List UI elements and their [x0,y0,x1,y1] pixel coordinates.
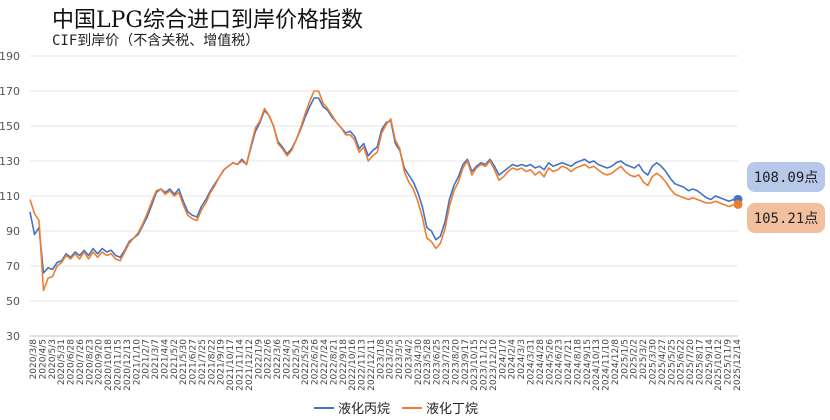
x-tick-label: 2025/11/9 [724,339,734,385]
x-tick-label: 2025/5/25 [667,339,677,385]
x-tick-label: 2025/12/14 [733,339,743,391]
butane-value-badge: 105.21点 [747,203,825,233]
x-tick-label: 2024/3/3 [517,339,527,379]
x-tick-label: 2024/11/10 [602,339,612,391]
x-tick-label: 2024/10/13 [592,339,602,391]
x-tick-label: 2021/9/19 [217,339,227,385]
x-tick-label: 2025/8/17 [695,339,705,385]
x-tick-label: 2020/10/18 [104,339,114,391]
x-tick-label: 2020/9/20 [95,339,105,385]
end-point-butane [733,199,743,209]
x-tick-label: 2025/2/2 [630,339,640,379]
x-tick-label: 2022/5/1 [292,339,302,379]
x-tick-label: 2023/11/12 [480,339,490,391]
chart-subtitle: CIF到岸价（不含关税、增值税） [52,33,260,49]
propane-value-badge: 108.09点 [747,162,825,192]
x-tick-label: 2020/6/28 [67,339,77,385]
x-tick-label: 2024/6/23 [555,339,565,385]
x-tick-label: 2020/12/13 [123,339,133,391]
x-tick-label: 2023/7/23 [442,339,452,385]
x-tick-label: 2023/4/30 [414,339,424,385]
x-tick-label: 2023/6/25 [433,339,443,385]
x-tick-label: 2022/5/29 [301,339,311,385]
legend-swatch-propane [314,406,334,409]
x-tick-label: 2024/2/4 [508,339,518,380]
x-tick-label: 2020/3/8 [29,339,39,380]
x-tick-label: 2023/4/2 [404,339,414,379]
x-tick-label: 2024/1/7 [498,339,508,379]
x-tick-label: 2022/11/13 [358,339,368,391]
legend-swatch-butane [402,406,422,409]
x-tick-label: 2023/3/5 [395,339,405,379]
x-tick-label: 2023/5/28 [423,339,433,385]
y-tick-label: 90 [6,225,20,238]
y-tick-label: 130 [0,155,20,168]
x-tick-label: 2021/11/14 [236,339,246,391]
y-tick-label: 70 [6,260,20,273]
x-tick-label: 2020/8/23 [85,339,95,385]
x-tick-label: 2022/4/3 [282,339,292,379]
x-tick-label: 2021/5/2 [170,339,180,379]
x-tick-label: 2021/12/12 [245,339,255,391]
x-tick-label: 2022/2/6 [264,339,274,380]
x-tick-label: 2021/5/30 [179,339,189,385]
x-tick-label: 2023/1/8 [376,339,386,380]
x-tick-label: 2021/4/4 [160,339,170,380]
x-tick-label: 2022/9/18 [339,339,349,385]
x-tick-label: 2020/7/26 [76,339,86,385]
x-tick-label: 2021/10/17 [226,339,236,391]
series-line-butane [29,90,739,292]
x-tick-label: 2025/4/27 [658,339,668,385]
x-tick-label: 2024/4/28 [536,339,546,385]
series-line-propane [29,97,739,274]
x-tick-label: 2022/8/21 [329,339,339,385]
legend-label-butane: 液化丁烷 [426,402,479,417]
x-tick-label: 2023/8/20 [451,339,461,385]
x-tick-label: 2020/5/3 [48,339,58,379]
y-tick-label: 110 [0,190,20,203]
x-tick-label: 2020/4/5 [38,339,48,379]
x-tick-label: 2024/12/8 [611,339,621,385]
y-tick-label: 30 [6,330,20,343]
x-tick-label: 2025/9/14 [705,339,715,385]
legend-label-propane: 液化丙烷 [338,402,391,417]
x-tick-label: 2022/12/11 [367,339,377,391]
x-tick-label: 2021/7/25 [198,339,208,385]
x-tick-label: 2024/5/26 [545,339,555,385]
chart-title: 中国LPG综合进口到岸价格指数 [52,8,363,33]
x-tick-label: 2024/3/31 [526,339,536,385]
x-tick-label: 2020/11/15 [113,339,123,391]
x-tick-label: 2022/3/6 [273,339,283,380]
x-tick-label: 2021/6/27 [189,339,199,385]
x-tick-label: 2022/10/16 [348,339,358,391]
x-tick-label: 2024/9/15 [583,339,593,385]
x-tick-label: 2025/10/12 [714,339,724,391]
legend-item-propane: 液化丙烷 [314,398,390,417]
x-tick-label: 2023/12/10 [489,339,499,391]
x-tick-label: 2024/8/18 [573,339,583,385]
x-tick-label: 2025/7/20 [686,339,696,385]
x-tick-label: 2023/2/5 [386,339,396,379]
y-tick-label: 170 [0,85,20,98]
y-tick-label: 150 [0,120,20,133]
x-tick-label: 2021/8/22 [207,339,217,385]
x-tick-label: 2022/1/9 [254,339,264,380]
x-tick-label: 2025/6/22 [677,339,687,385]
x-tick-label: 2021/1/10 [132,339,142,385]
x-tick-label: 2025/1/5 [620,339,630,379]
x-tick-label: 2020/5/31 [57,339,67,385]
y-tick-label: 50 [6,295,20,308]
x-tick-label: 2025/3/2 [639,339,649,379]
x-tick-label: 2023/10/15 [470,339,480,391]
x-tick-label: 2025/3/30 [649,339,659,385]
x-tick-label: 2022/7/24 [320,339,330,385]
legend-item-butane: 液化丁烷 [402,398,478,417]
x-tick-label: 2021/2/7 [142,339,152,379]
x-tick-label: 2024/7/21 [564,339,574,385]
x-tick-label: 2021/3/7 [151,339,161,379]
x-tick-label: 2023/9/17 [461,339,471,385]
y-tick-label: 190 [0,50,20,63]
x-tick-label: 2022/6/26 [311,339,321,385]
